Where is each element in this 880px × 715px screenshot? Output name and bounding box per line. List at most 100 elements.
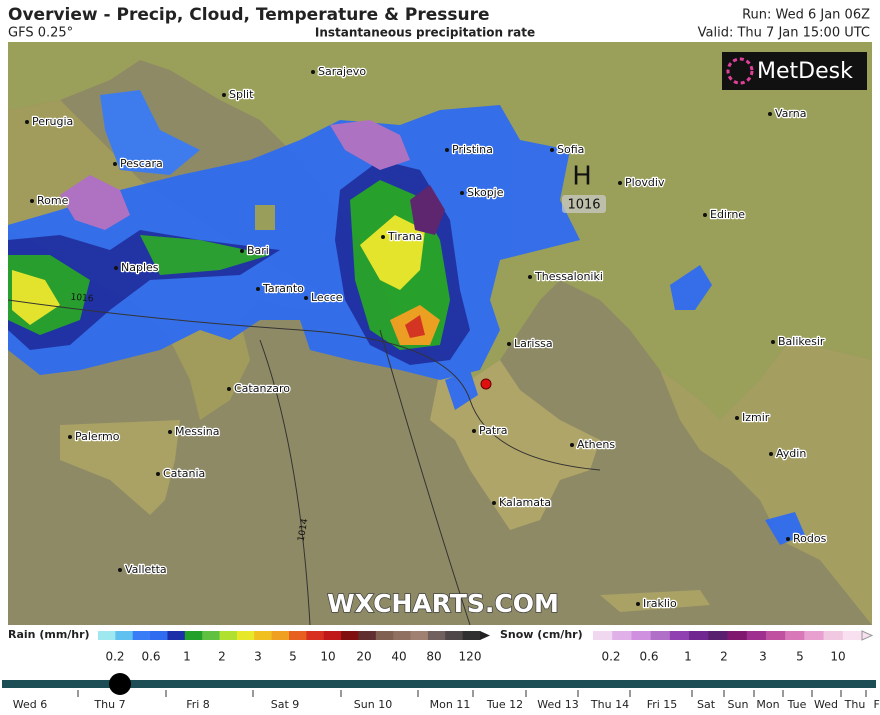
city-dot	[118, 568, 122, 572]
city-label: Plovdiv	[625, 176, 665, 189]
timeline-label: Thu 7	[93, 698, 125, 711]
city-label: Pescara	[120, 157, 163, 170]
city-dot	[460, 191, 464, 195]
city-dot	[472, 429, 476, 433]
city-label: Varna	[775, 107, 806, 120]
snow-swatch	[708, 631, 728, 640]
timeline-label: Tue	[787, 698, 807, 711]
city-dot	[222, 93, 226, 97]
snow-swatch	[612, 631, 632, 640]
city-label: Split	[229, 88, 254, 101]
rain-swatch	[462, 631, 481, 640]
city-label: Bari	[247, 244, 269, 257]
rain-tick-label: 10	[320, 650, 335, 664]
city-dot	[30, 199, 34, 203]
city-dot	[550, 148, 554, 152]
city-label: Rodos	[793, 532, 827, 545]
city-label: Catania	[163, 467, 205, 480]
snow-tick-label: 10	[830, 650, 845, 664]
city-label: Naples	[121, 261, 159, 274]
city-dot	[25, 120, 29, 124]
snow-swatch	[689, 631, 709, 640]
watermark: WXCHARTS.COM	[327, 589, 559, 618]
snow-tick-label: 3	[759, 650, 767, 664]
city-label: Palermo	[75, 430, 120, 443]
legend: 0.2 0.6 1 2 3 5 10 20 40 80 120 0.2 0.6 1 2 3 5 10	[98, 630, 874, 664]
timeline-label: Sat 9	[271, 698, 300, 711]
rain-tick-label: 0.2	[105, 650, 124, 664]
rain-tick-label: 20	[356, 650, 371, 664]
city-label: Izmir	[742, 411, 770, 424]
timeline-label: Sun 10	[354, 698, 392, 711]
snow-swatch	[842, 631, 863, 640]
valid: Valid: Thu 7 Jan 15:00 UTC	[698, 26, 870, 41]
snow-tick-label: 5	[796, 650, 804, 664]
city-label: Balikesir	[778, 335, 825, 348]
timeline-label: Wed 13	[537, 698, 578, 711]
timeline-knob[interactable]	[109, 673, 131, 695]
rain-swatch	[410, 631, 429, 640]
city-dot	[311, 70, 315, 74]
rain-swatch	[323, 631, 342, 640]
city-label: Catanzaro	[234, 382, 290, 395]
snow-tick-label: 0.2	[601, 650, 620, 664]
city-label: Athens	[577, 438, 615, 451]
rain-swatch	[115, 631, 134, 640]
city-dot	[786, 537, 790, 541]
city-dot	[768, 112, 772, 116]
title: Overview - Precip, Cloud, Temperature & …	[8, 5, 490, 25]
timeline: Wed 6 Thu 7 Fri 8 Sat 9 Sun 10 Mon 11 Tue 12 We…	[2, 673, 880, 711]
city-label: Valletta	[125, 563, 167, 576]
subtitle: Instantaneous precipitation rate	[315, 26, 535, 40]
rain-swatch	[445, 631, 464, 640]
rain-arrow	[480, 631, 490, 640]
city-label: Thessaloniki	[534, 270, 603, 283]
rain-tick-label: 3	[254, 650, 262, 664]
city-label: Edirne	[710, 208, 745, 221]
rain-swatch	[167, 631, 186, 640]
pressure-box	[562, 195, 606, 213]
rain-swatch	[341, 631, 359, 640]
run: Run: Wed 6 Jan 06Z	[742, 8, 870, 23]
snow-swatch	[823, 631, 844, 640]
isobar-label: 1014	[297, 518, 311, 543]
rain-swatch	[393, 631, 412, 640]
snow-swatch	[669, 631, 690, 640]
city-label: Perugia	[32, 115, 73, 128]
city-dot	[492, 501, 496, 505]
rain-swatch	[375, 631, 394, 640]
isobar	[8, 299, 601, 471]
rain-tick-label: 0.6	[141, 650, 160, 664]
rain-swatch	[202, 631, 221, 640]
rain-swatch	[427, 631, 446, 640]
rain-swatch	[98, 631, 116, 640]
map: H 1016 1016 1014 Sarajevo Split Perugia Pes…	[8, 42, 872, 625]
rain-swatch	[132, 631, 151, 640]
snow-swatch	[785, 631, 805, 640]
crete	[600, 590, 710, 612]
sicily	[60, 420, 180, 515]
city-dot	[114, 266, 118, 270]
rain-swatch	[271, 631, 290, 640]
rain-swatch	[306, 631, 325, 640]
city-dot	[68, 435, 72, 439]
rain-swatch	[289, 631, 307, 640]
model: GFS 0.25°	[8, 26, 73, 41]
snow-swatch	[650, 631, 671, 640]
rain-swatch	[236, 631, 255, 640]
snow-legend-label: Snow (cm/hr)	[500, 628, 583, 641]
city-dot	[113, 162, 117, 166]
city-dot	[168, 430, 172, 434]
city-label: Taranto	[262, 282, 304, 295]
city-dot	[240, 249, 244, 253]
rain-legend-label: Rain (mm/hr)	[8, 628, 90, 641]
rain-tick-label: 5	[289, 650, 297, 664]
city-dot	[636, 602, 640, 606]
snow-swatch	[593, 631, 613, 640]
snow-tick-label: 1	[684, 650, 692, 664]
timeline-label: Thu	[844, 698, 866, 711]
timeline-label: Fri 8	[186, 698, 210, 711]
snow-swatch	[804, 631, 825, 640]
city-dot	[618, 181, 622, 185]
